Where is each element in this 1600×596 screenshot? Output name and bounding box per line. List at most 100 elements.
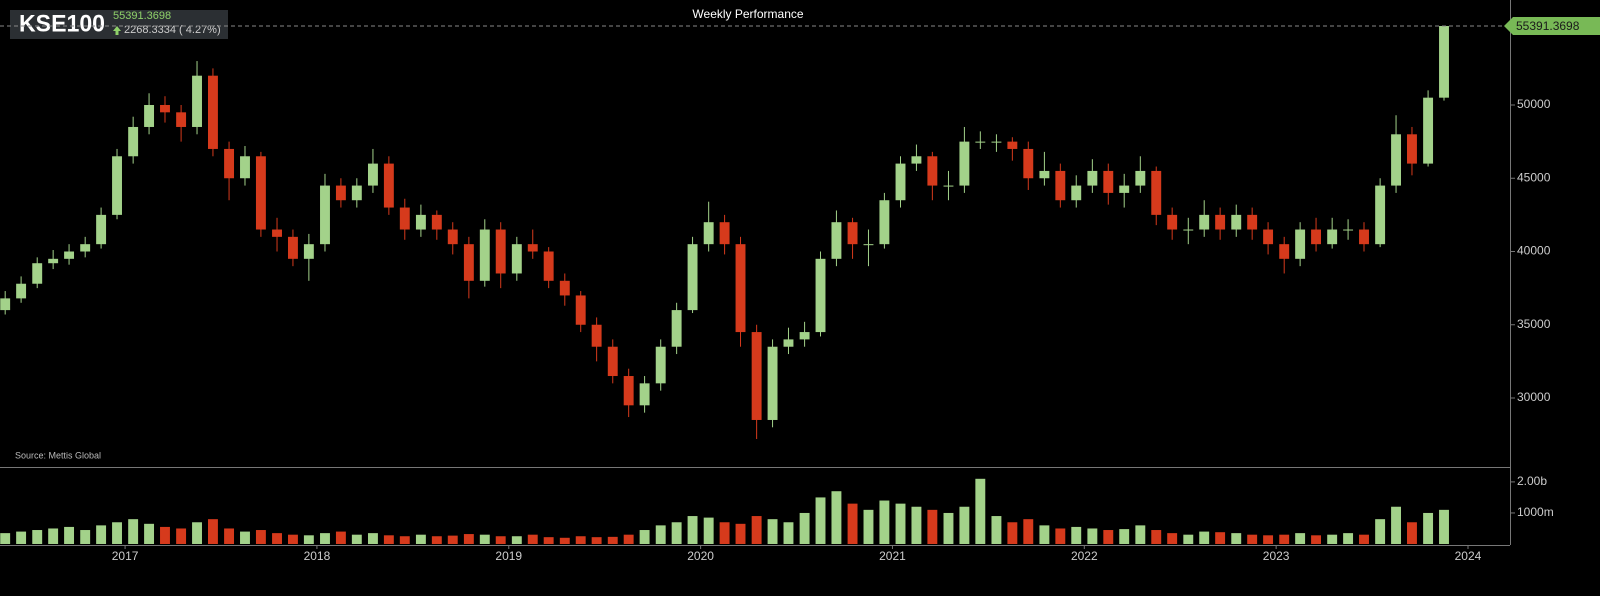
candle-body <box>224 148 235 179</box>
volume-bar <box>575 536 586 544</box>
volume-bar <box>1183 534 1194 544</box>
candle-body <box>367 163 378 186</box>
candle-body <box>1327 229 1338 245</box>
candle-body <box>335 185 346 201</box>
candle-body <box>415 214 426 230</box>
volume-bar <box>1103 530 1114 544</box>
candle-body <box>815 258 826 333</box>
volume-bar <box>176 528 187 544</box>
volume-bar <box>1087 528 1098 544</box>
volume-bar <box>847 503 858 544</box>
x-tick-label: 2022 <box>1071 549 1098 563</box>
candle-body <box>207 75 218 149</box>
y-tick-label: 35000 <box>1517 317 1551 331</box>
candle-body <box>559 280 570 296</box>
candle-body <box>48 258 59 264</box>
volume-bar <box>991 516 1002 544</box>
x-tick-label: 2018 <box>304 549 331 563</box>
candle-body <box>543 251 554 281</box>
x-tick-label: 2024 <box>1455 549 1482 563</box>
candle-body <box>703 222 714 245</box>
volume-bar <box>287 534 298 544</box>
volume-bar <box>399 536 410 544</box>
candle-body <box>1295 229 1306 259</box>
x-tick-label: 2017 <box>112 549 139 563</box>
chart-title: Weekly Performance <box>692 7 803 21</box>
volume-bar <box>1151 530 1162 544</box>
change-label: 2268.3334 ( 4.27%) <box>124 24 221 36</box>
candle-body <box>751 332 762 420</box>
candle-body <box>144 104 155 127</box>
volume-bar <box>144 523 155 544</box>
candle-body <box>303 244 314 259</box>
candle-body <box>655 346 666 384</box>
volume-bar <box>1231 533 1242 544</box>
volume-bar <box>639 530 650 544</box>
last-value: 55391.3698 <box>113 10 171 22</box>
candle-body <box>96 214 107 245</box>
volume-tick-label: 2.00b <box>1517 474 1547 488</box>
volume-bar <box>1391 506 1402 544</box>
volume-bar <box>623 534 634 544</box>
candle-body <box>671 310 682 347</box>
volume-bar <box>1247 534 1258 544</box>
volume-bar <box>96 525 107 544</box>
volume-bar <box>719 522 730 544</box>
candle-body <box>1359 229 1369 245</box>
candle-body <box>1423 97 1434 164</box>
volume-bar <box>1023 519 1034 544</box>
candle-body <box>1247 214 1258 230</box>
volume-bar <box>207 519 218 544</box>
volume-bar <box>128 519 139 544</box>
candle-body <box>991 141 1002 143</box>
candle-body <box>719 222 730 245</box>
source-note: Source: Mettis Global <box>15 450 101 460</box>
volume-bar <box>1359 534 1369 544</box>
volume-bar <box>943 512 954 544</box>
volume-bar <box>1119 529 1130 544</box>
candle-body <box>863 244 874 246</box>
volume-bars <box>0 478 1449 544</box>
candle-body <box>320 185 330 245</box>
candle-body <box>1151 170 1162 215</box>
volume-bar <box>64 526 75 544</box>
candle-body <box>799 332 810 340</box>
volume-bar <box>495 536 506 544</box>
candle-body <box>240 156 250 179</box>
volume-bar <box>1407 522 1417 544</box>
candle-body <box>831 222 842 259</box>
candle-body <box>1039 170 1050 179</box>
candle-body <box>447 229 458 245</box>
candle-body <box>911 156 922 164</box>
volume-bar <box>559 537 570 544</box>
candle-body <box>591 324 602 347</box>
candle-body <box>975 141 986 143</box>
volume-bar <box>911 506 922 544</box>
volume-bar <box>815 497 826 544</box>
candle-body <box>1311 229 1322 245</box>
last-price-tag <box>1504 17 1600 36</box>
up-arrow <box>113 26 121 35</box>
candle-body <box>112 156 122 215</box>
volume-bar <box>591 537 602 544</box>
volume-bar <box>1439 509 1449 544</box>
volume-bar <box>1039 525 1050 544</box>
candle-body <box>943 185 954 187</box>
candle-body <box>351 185 362 201</box>
candle-body <box>431 214 442 230</box>
volume-bar <box>48 528 59 544</box>
candle-body <box>80 244 91 252</box>
x-tick-label: 2020 <box>687 549 714 563</box>
candle-body <box>1007 141 1018 149</box>
volume-bar <box>655 525 666 544</box>
candle-body <box>1119 185 1130 193</box>
volume-tick-label: 1000m <box>1517 505 1554 519</box>
volume-bar <box>1215 532 1226 544</box>
symbol: KSE100 <box>19 10 105 37</box>
volume-bar <box>767 519 778 544</box>
volume-bar <box>1327 534 1338 544</box>
candle-body <box>895 163 906 201</box>
candle-body <box>1263 229 1274 245</box>
candle-body <box>639 383 650 406</box>
candle-body <box>879 200 890 245</box>
